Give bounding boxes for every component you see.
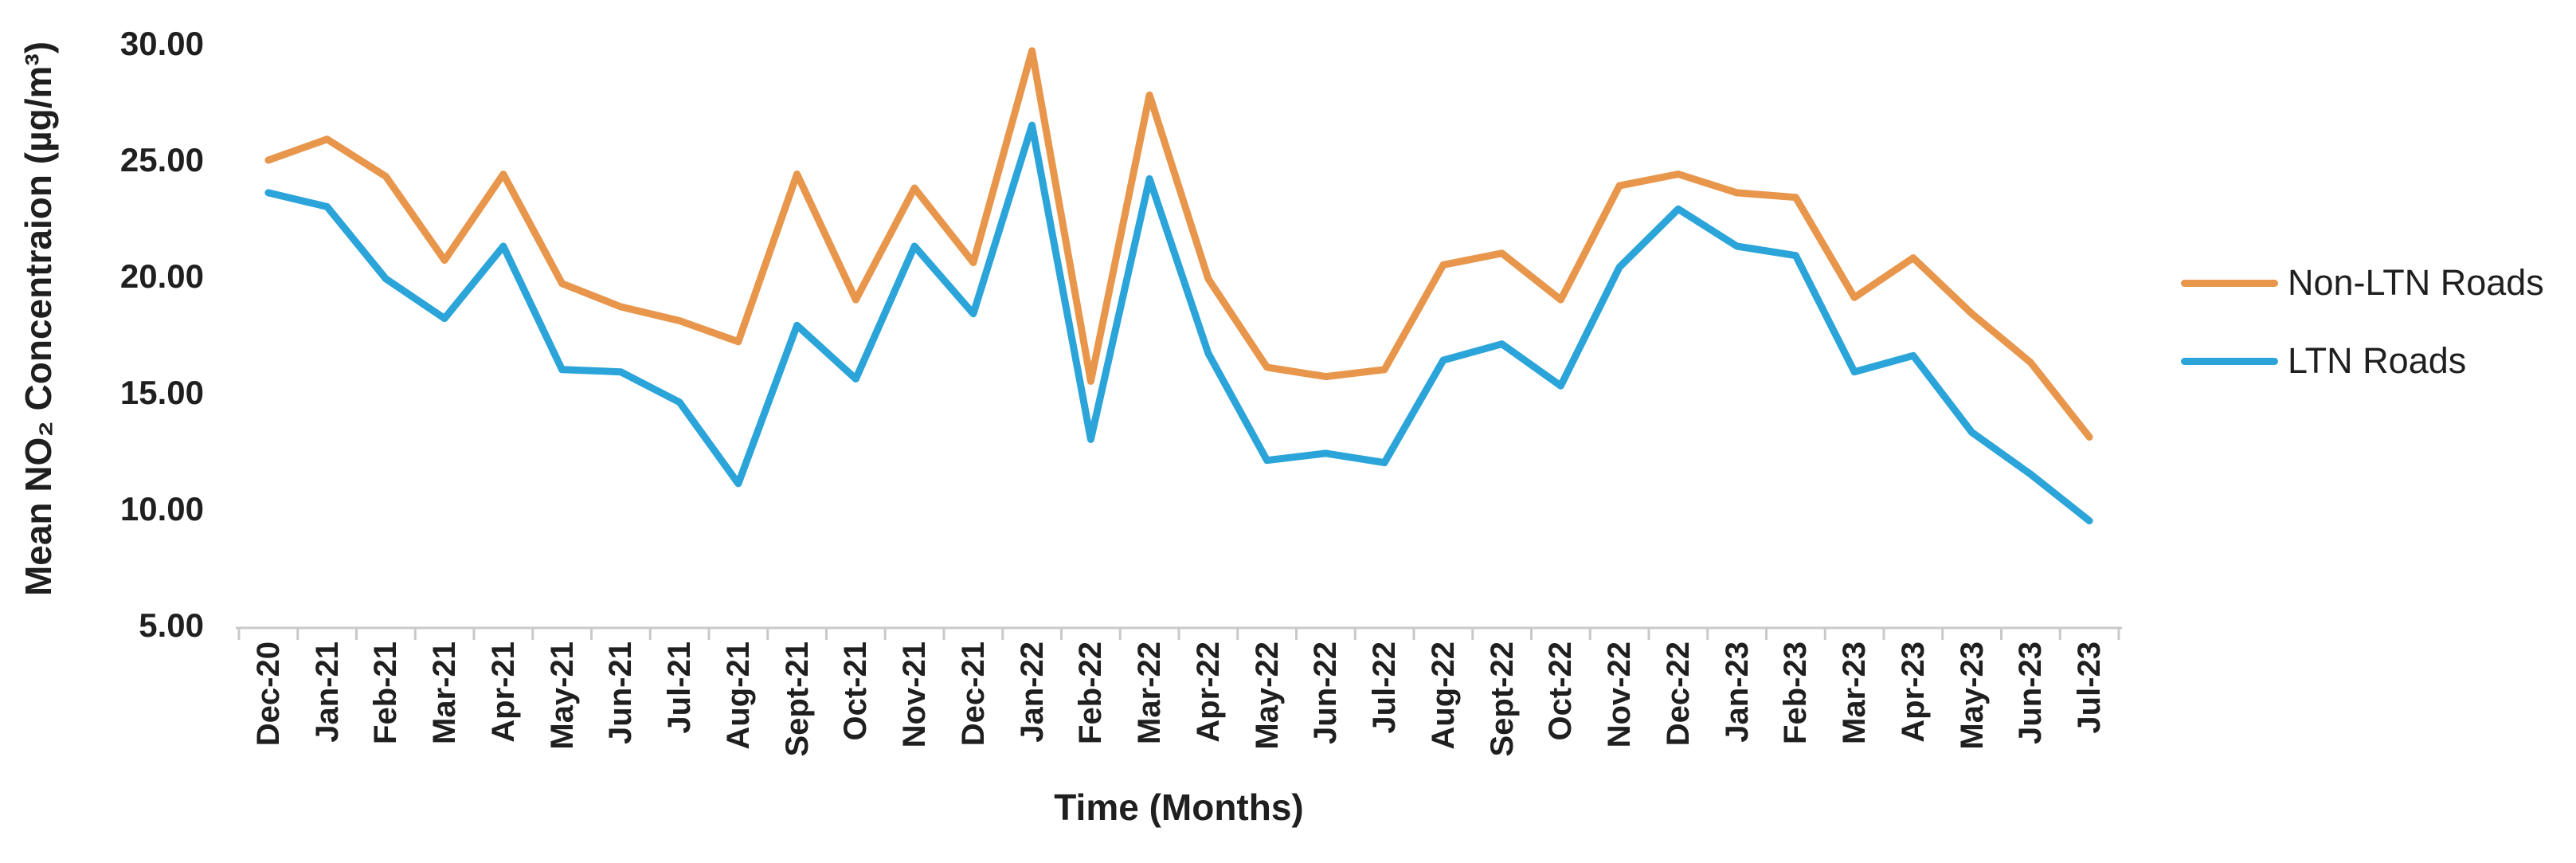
x-tick-label: Nov-22: [1602, 641, 1638, 748]
x-tick-label: Apr-23: [1895, 641, 1931, 743]
legend: Non-LTN Roads LTN Roads: [2181, 261, 2544, 382]
x-tick-label: Dec-22: [1660, 641, 1696, 747]
x-tick-label: Nov-21: [897, 641, 933, 748]
x-tick-label: Mar-23: [1837, 641, 1873, 744]
legend-item-ltn-roads: LTN Roads: [2181, 339, 2544, 382]
x-tick-label: Mar-21: [427, 641, 463, 744]
x-tick-label: Dec-20: [250, 641, 286, 747]
x-tick-label: May-23: [1954, 641, 1990, 750]
legend-label: LTN Roads: [2288, 340, 2467, 381]
y-tick-label: 20.00: [119, 257, 204, 295]
ltn-roads-line: [264, 121, 2093, 525]
y-axis-title: Mean NO₂ Concentraion (µg/m³): [18, 41, 59, 597]
x-tick-label: Jul-23: [2072, 641, 2108, 734]
x-tick-label: Oct-21: [838, 641, 874, 741]
x-tick-label: Jun-21: [603, 641, 639, 744]
y-tick-label: 5.00: [139, 606, 204, 644]
x-tick-label: Aug-22: [1425, 641, 1461, 750]
x-tick-label: Jan-21: [309, 641, 345, 743]
x-tick-label: Aug-21: [720, 641, 756, 750]
x-tick-label: Mar-22: [1132, 641, 1168, 744]
x-axis-title: Time (Months): [1054, 787, 1304, 828]
x-tick-label: Feb-21: [368, 641, 404, 744]
x-tick-label: Apr-21: [485, 641, 521, 743]
legend-item-non-ltn-roads: Non-LTN Roads: [2181, 261, 2544, 304]
y-tick-label: 30.00: [119, 25, 204, 62]
y-tick-label: 10.00: [119, 490, 204, 528]
x-tick-label: Sept-22: [1484, 641, 1520, 757]
x-tick-label: Sept-21: [779, 641, 815, 757]
x-tick-label: Feb-22: [1073, 641, 1109, 744]
x-tick-label: Dec-21: [955, 641, 991, 747]
x-tick-label: Jul-22: [1367, 641, 1403, 734]
x-tick-label: May-22: [1249, 641, 1285, 750]
x-tick-label: Oct-22: [1543, 641, 1579, 741]
x-tick-label: Jan-22: [1014, 641, 1050, 743]
x-tick-label: Jun-23: [2013, 641, 2049, 744]
x-tick-label: Jul-21: [662, 641, 698, 734]
x-tick-label: Feb-23: [1778, 641, 1814, 744]
legend-label: Non-LTN Roads: [2288, 262, 2544, 303]
non-ltn-roads-line: [264, 47, 2093, 441]
x-tick-label: Apr-22: [1190, 641, 1226, 743]
x-tick-label: May-21: [544, 641, 580, 750]
legend-line-swatch-icon: [2181, 357, 2278, 365]
y-tick-label: 15.00: [119, 374, 204, 411]
x-tick-label: Jun-22: [1308, 641, 1344, 744]
x-tick-label: Jan-23: [1719, 641, 1755, 743]
legend-line-swatch-icon: [2181, 279, 2278, 287]
y-tick-label: 25.00: [119, 141, 204, 178]
